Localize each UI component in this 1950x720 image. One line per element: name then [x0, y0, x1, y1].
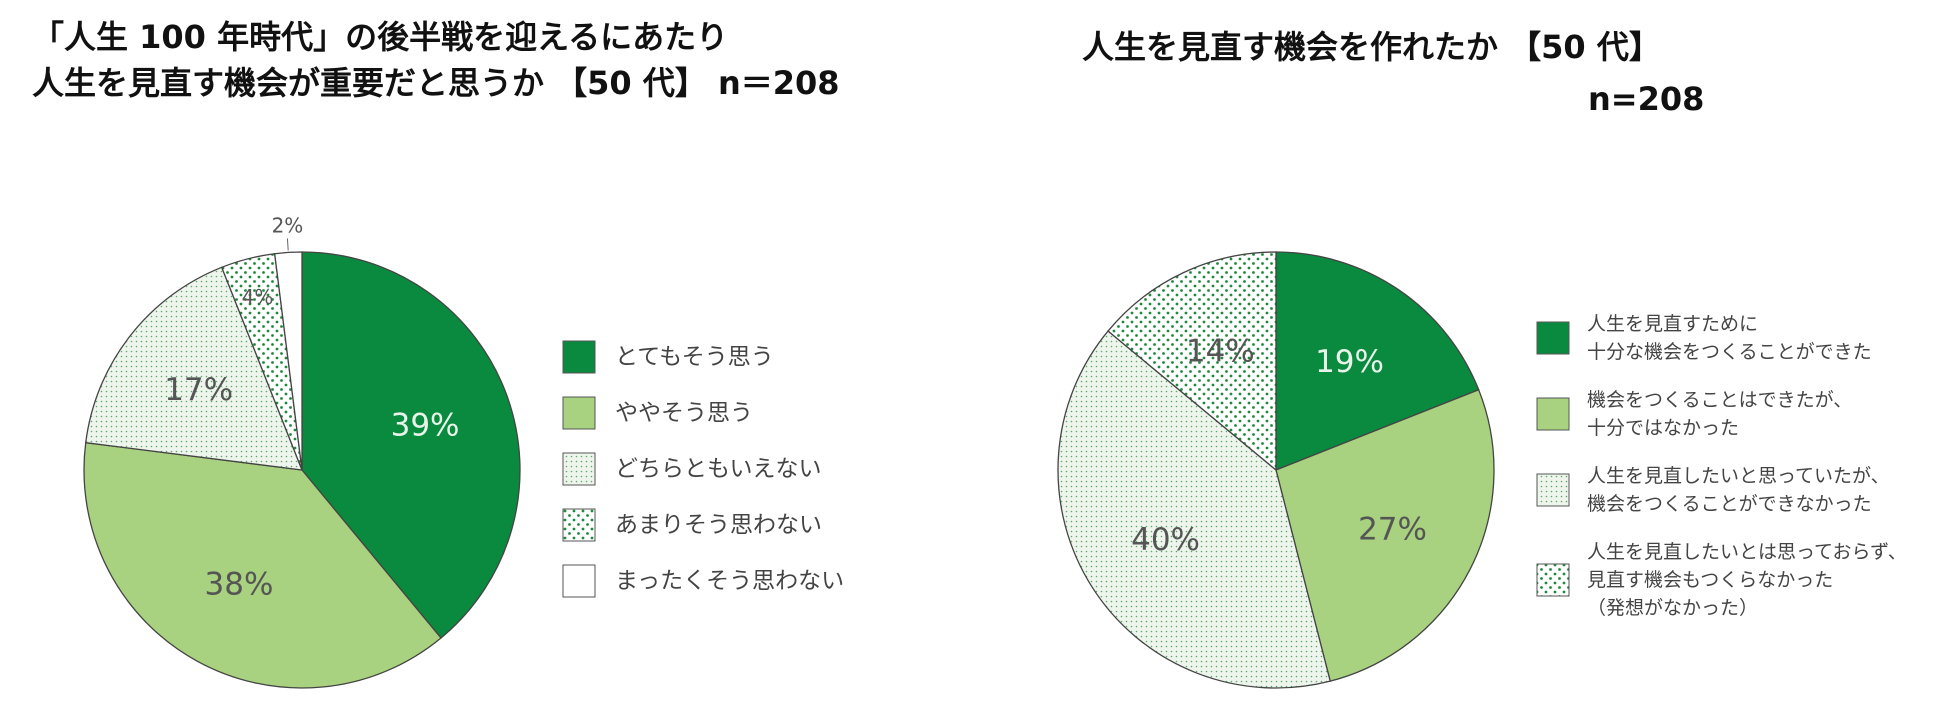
right-legend-swatch-1	[1536, 397, 1570, 431]
left-legend-label-3: あまりそう思わない	[615, 512, 822, 538]
right-legend-label-3-line-2: （発想がなかった）	[1587, 597, 1758, 619]
left-pie-slice-2	[84, 266, 304, 471]
right-pie-slice-2	[1057, 330, 1332, 689]
left-legend-swatch-4	[562, 564, 596, 598]
right-legend-swatch-0	[1536, 321, 1570, 355]
right-chart-sample-size: n=208	[1588, 80, 1705, 118]
right-pie-pct-label-0: 19%	[1315, 344, 1384, 380]
right-pie-pct-label-1: 27%	[1358, 511, 1427, 547]
right-legend-label-1-line-0: 機会をつくることはできたが、	[1587, 389, 1852, 411]
left-pie-slice-1	[83, 441, 442, 689]
right-legend-label-2-line-1: 機会をつくることができなかった	[1587, 493, 1872, 515]
left-pie-slice-4	[273, 251, 303, 471]
right-pie-pct-label-3: 14%	[1186, 334, 1255, 370]
right-legend-label-1-line-1: 十分ではなかった	[1587, 417, 1739, 439]
right-legend-label-3-line-0: 人生を見直したいとは思っておらず、	[1587, 541, 1907, 563]
left-legend-label-1: ややそう思う	[615, 400, 753, 426]
left-pie-pct-label-1: 38%	[205, 567, 274, 603]
right-legend-label-0-line-1: 十分な機会をつくることができた	[1587, 341, 1872, 363]
left-legend: とてもそう思うややそう思うどちらともいえないあまりそう思わないまったくそう思わな…	[562, 340, 844, 598]
left-legend-swatch-0	[562, 340, 596, 374]
left-legend-label-2: どちらともいえない	[615, 456, 822, 482]
right-legend-swatch-2	[1536, 473, 1570, 507]
left-pie-chart: 39% 38% 17% 4% 2%	[83, 213, 521, 689]
right-pie-slice-1	[1275, 388, 1495, 682]
left-legend-label-4: まったくそう思わない	[615, 568, 844, 594]
right-pie-pct-label-2: 40%	[1131, 522, 1200, 558]
left-pie-leader-4	[286, 238, 289, 251]
right-legend-swatch-3	[1536, 563, 1570, 597]
right-pie-slice-0	[1275, 251, 1480, 471]
left-legend-swatch-1	[562, 396, 596, 430]
left-legend-swatch-3	[562, 508, 596, 542]
right-legend-label-0-line-0: 人生を見直すために	[1587, 313, 1758, 335]
left-legend-swatch-2	[562, 452, 596, 486]
left-chart-title: 「人生 100 年時代」の後半戦を迎えるにあたり 人生を見直す機会が重要だと思う…	[32, 14, 840, 106]
right-legend-label-2-line-0: 人生を見直したいと思っていたが、	[1587, 465, 1890, 487]
left-pie-pct-label-2: 17%	[164, 372, 233, 408]
left-pie-slice-0	[301, 251, 521, 639]
left-pie-pct-label-4: 2%	[272, 213, 304, 237]
left-pie-pct-label-0: 39%	[391, 408, 460, 444]
right-legend: 人生を見直すために十分な機会をつくることができた機会をつくることはできたが、十分…	[1536, 313, 1907, 619]
right-legend-label-3-line-1: 見直す機会もつくらなかった	[1587, 569, 1833, 591]
right-chart-title: 人生を見直す機会を作れたか 【50 代】	[1082, 28, 1661, 66]
right-pie-chart: 19% 27% 40% 14%	[1057, 251, 1495, 689]
right-pie-slice-3	[1107, 251, 1277, 472]
left-title-line-1: 「人生 100 年時代」の後半戦を迎えるにあたり	[32, 18, 729, 56]
left-title-line-2: 人生を見直す機会が重要だと思うか 【50 代】 n＝208	[32, 64, 840, 102]
left-pie-pct-label-3: 4%	[242, 285, 274, 309]
left-legend-label-0: とてもそう思う	[615, 344, 774, 370]
